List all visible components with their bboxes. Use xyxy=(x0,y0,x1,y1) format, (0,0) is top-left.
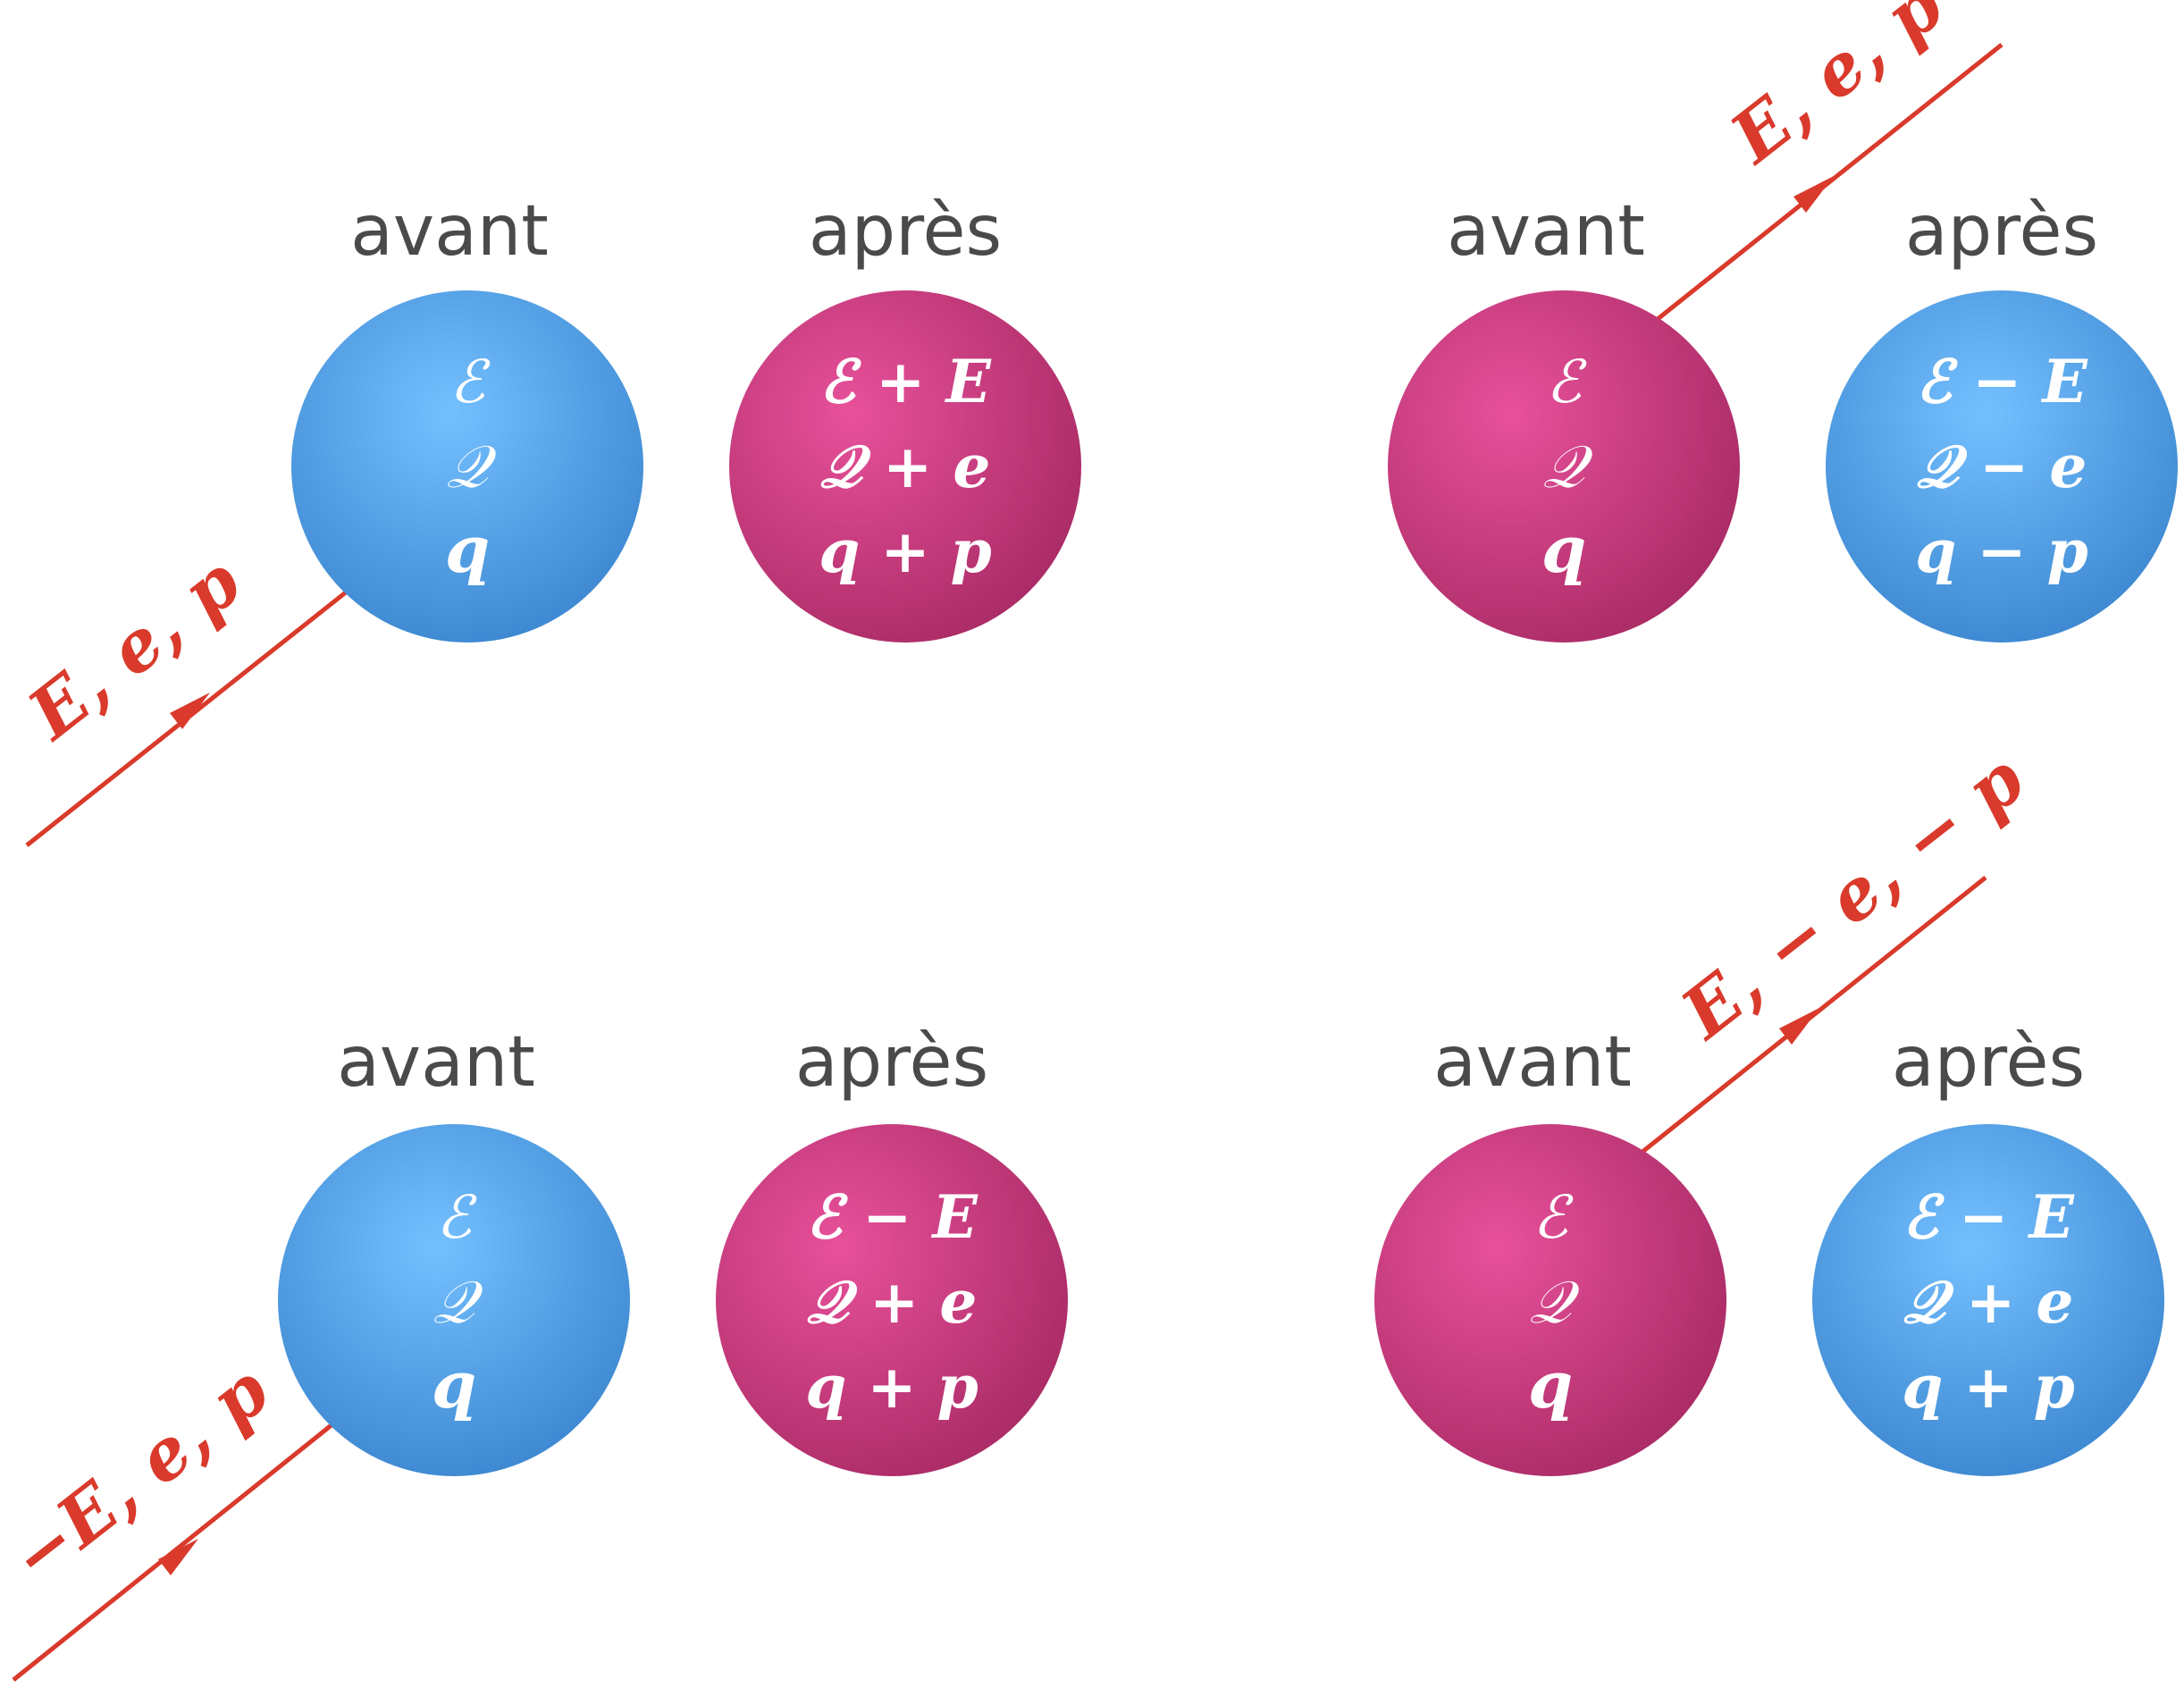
after-header-4: après xyxy=(1892,1022,2085,1103)
after-energy-1: ℰ + E xyxy=(819,347,992,416)
after-header-2: après xyxy=(1905,191,2098,272)
before-energy-2: ℰ xyxy=(1546,348,1587,416)
before-header-3: avant xyxy=(337,1022,535,1103)
after-charge-3: 𝒬 + e xyxy=(807,1267,978,1337)
particle-label-2: E, e, p xyxy=(1715,0,1958,180)
before-sphere-2 xyxy=(1388,290,1740,642)
before-sphere-1 xyxy=(291,290,643,642)
after-momentum-4: q + p xyxy=(1902,1352,2075,1422)
after-header-3: après xyxy=(795,1022,988,1103)
after-header-1: après xyxy=(809,191,1002,272)
before-energy-3: ℰ xyxy=(436,1183,477,1252)
after-momentum-3: q + p xyxy=(805,1352,979,1422)
after-charge-1: 𝒬 + e xyxy=(820,432,991,501)
before-sphere-3 xyxy=(278,1124,630,1476)
particle-label-3: −E, e, p xyxy=(0,1349,284,1599)
arrow-head-4 xyxy=(1779,1008,1819,1045)
before-energy-4: ℰ xyxy=(1533,1183,1574,1252)
after-energy-3: ℰ − E xyxy=(806,1182,979,1252)
panel-4: E, − e, − p avant ℰ 𝒬 q après ℰ − E 𝒬 + … xyxy=(1374,739,2164,1476)
particle-label-1: E, e, p xyxy=(13,542,256,757)
before-momentum-3: q xyxy=(432,1347,476,1423)
arrow-head-1 xyxy=(170,693,210,729)
after-energy-2: ℰ − E xyxy=(1916,347,2088,416)
particle-line-2 xyxy=(1656,43,2003,321)
particle-label-4: E, − e, − p xyxy=(1666,739,2039,1055)
after-charge-2: 𝒬 − e xyxy=(1917,432,2087,501)
after-charge-4: 𝒬 + e xyxy=(1903,1267,2074,1337)
before-header-1: avant xyxy=(350,191,549,272)
arrow-head-3 xyxy=(158,1539,198,1575)
after-sphere-1 xyxy=(729,290,1081,642)
before-sphere-4 xyxy=(1374,1124,1726,1476)
before-momentum-1: q xyxy=(445,511,490,587)
after-momentum-2: q − p xyxy=(1915,516,2088,586)
before-header-4: avant xyxy=(1433,1022,1632,1103)
before-momentum-2: q xyxy=(1541,511,1586,587)
panel-2: E, e, p avant ℰ 𝒬 q après ℰ − E 𝒬 − e q … xyxy=(1388,0,2178,642)
after-momentum-1: q + p xyxy=(819,516,992,586)
before-header-2: avant xyxy=(1447,191,1645,272)
after-sphere-4 xyxy=(1812,1124,2164,1476)
panel-3: −E, e, p avant ℰ 𝒬 q après ℰ − E 𝒬 + e q… xyxy=(0,1022,1068,1682)
after-sphere-3 xyxy=(716,1124,1068,1476)
before-energy-1: ℰ xyxy=(449,348,491,416)
arrow-head-2 xyxy=(1793,176,1834,213)
after-energy-4: ℰ − E xyxy=(1903,1182,2075,1252)
before-momentum-4: q xyxy=(1528,1347,1573,1423)
panel-1: E, e, p avant ℰ 𝒬 q après ℰ + E 𝒬 + e q … xyxy=(13,191,1081,847)
after-sphere-2 xyxy=(1826,290,2178,642)
